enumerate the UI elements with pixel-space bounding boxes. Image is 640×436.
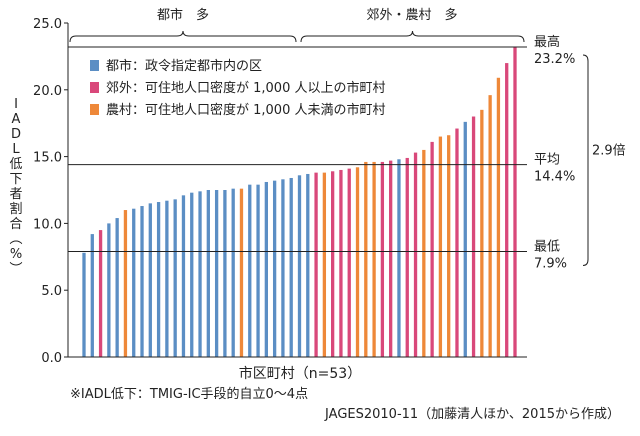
bar xyxy=(181,195,186,357)
bar xyxy=(480,109,484,357)
bar xyxy=(355,167,360,357)
source-note: JAGES2010-11（加藤清人ほか、2015から作成） xyxy=(324,407,620,422)
bar xyxy=(496,77,501,357)
legend-label-rural: 農村：可住地人口密度が 1,000 人未満の市町村 xyxy=(106,102,385,118)
bar xyxy=(331,171,335,357)
bar xyxy=(413,152,418,357)
bar xyxy=(289,177,293,357)
bar xyxy=(123,210,128,357)
legend-swatch-rural xyxy=(90,104,99,115)
footnote: ※IADL低下：TMIG-IC手段的自立0～4点 xyxy=(70,386,308,402)
bar xyxy=(239,188,244,357)
bar xyxy=(488,95,492,357)
bar xyxy=(198,191,202,357)
bar xyxy=(438,136,443,357)
bar xyxy=(422,149,426,357)
reference-name: 最低 xyxy=(534,239,560,254)
bar xyxy=(140,206,144,357)
bar xyxy=(405,157,409,357)
reference-value: 7.9% xyxy=(534,256,567,271)
y-tick-label: 10.0 xyxy=(33,217,62,232)
y-tick-label: 15.0 xyxy=(33,151,62,166)
y-tick-label: 20.0 xyxy=(33,84,62,99)
bar xyxy=(223,190,227,357)
rural-group-label: 郊外・農村 多 xyxy=(366,7,457,23)
bar xyxy=(447,135,451,357)
bar xyxy=(190,192,194,357)
y-axis-label-char: 合 xyxy=(9,217,22,232)
bar xyxy=(132,208,136,357)
reference-value: 23.2% xyxy=(534,52,575,67)
bar xyxy=(173,199,177,357)
bar xyxy=(264,181,268,357)
y-tick-label: 5.0 xyxy=(41,284,62,299)
bar xyxy=(281,179,285,357)
bar xyxy=(397,159,401,357)
bar xyxy=(505,63,509,357)
bar xyxy=(347,168,351,357)
y-axis-label: I A D L 低下者割合︵% ︶ xyxy=(9,97,22,277)
bar xyxy=(115,218,119,357)
bar xyxy=(455,128,459,357)
urban-group-label: 都市 多 xyxy=(157,7,209,23)
y-axis-label-char: ︵ xyxy=(9,232,22,247)
bar xyxy=(272,180,277,357)
bar xyxy=(148,203,152,357)
reference-name: 平均 xyxy=(534,153,560,168)
bar xyxy=(513,47,517,358)
legend-swatch-urban xyxy=(90,60,99,71)
y-axis-label-char: L xyxy=(12,142,20,157)
bar xyxy=(165,200,169,357)
urban-brace xyxy=(69,30,297,43)
reference-value: 14.4% xyxy=(534,170,575,185)
bar xyxy=(339,169,343,357)
bar xyxy=(206,190,210,357)
bar xyxy=(231,188,235,357)
bar xyxy=(380,161,385,357)
bar xyxy=(82,252,86,357)
y-axis-label-char: 下 xyxy=(9,172,22,187)
bar xyxy=(156,202,161,357)
y-axis-label-char: 者 xyxy=(9,187,22,202)
bar xyxy=(248,184,252,357)
y-tick-label: 25.0 xyxy=(33,17,62,32)
bar xyxy=(214,190,219,357)
y-axis-label-char: 割 xyxy=(9,201,22,217)
ratio-label: 2.9倍 xyxy=(592,143,626,158)
legend-label-urban: 都市：政令指定都市内の区 xyxy=(106,58,262,74)
y-axis-label-char: D xyxy=(11,127,21,142)
ratio-bracket xyxy=(582,54,589,266)
y-axis-label-char: I xyxy=(14,97,18,112)
y-axis-label-char: ︶ xyxy=(9,262,22,277)
bar xyxy=(306,173,310,357)
bar xyxy=(430,141,434,357)
legend-swatch-suburban xyxy=(90,82,99,93)
bar xyxy=(372,161,376,357)
bar xyxy=(471,116,476,358)
y-axis-label-char: % xyxy=(10,247,22,262)
bar xyxy=(314,172,318,357)
y-tick-label: 0.0 xyxy=(41,351,62,366)
bar xyxy=(322,172,327,357)
bar xyxy=(389,160,393,357)
rural-brace xyxy=(300,30,525,43)
bar xyxy=(107,223,111,357)
bar xyxy=(98,230,103,357)
bar xyxy=(463,121,467,357)
bar xyxy=(256,184,260,357)
y-axis-label-char: 低 xyxy=(9,157,22,172)
bar xyxy=(297,175,302,357)
x-axis-label: 市区町村（n=53） xyxy=(239,365,361,382)
bar xyxy=(90,234,94,357)
bar xyxy=(364,161,368,357)
legend-label-suburban: 郊外：可住地人口密度が 1,000 人以上の市町村 xyxy=(106,80,385,96)
y-axis-label-char: A xyxy=(12,112,21,127)
reference-name: 最高 xyxy=(534,34,560,50)
